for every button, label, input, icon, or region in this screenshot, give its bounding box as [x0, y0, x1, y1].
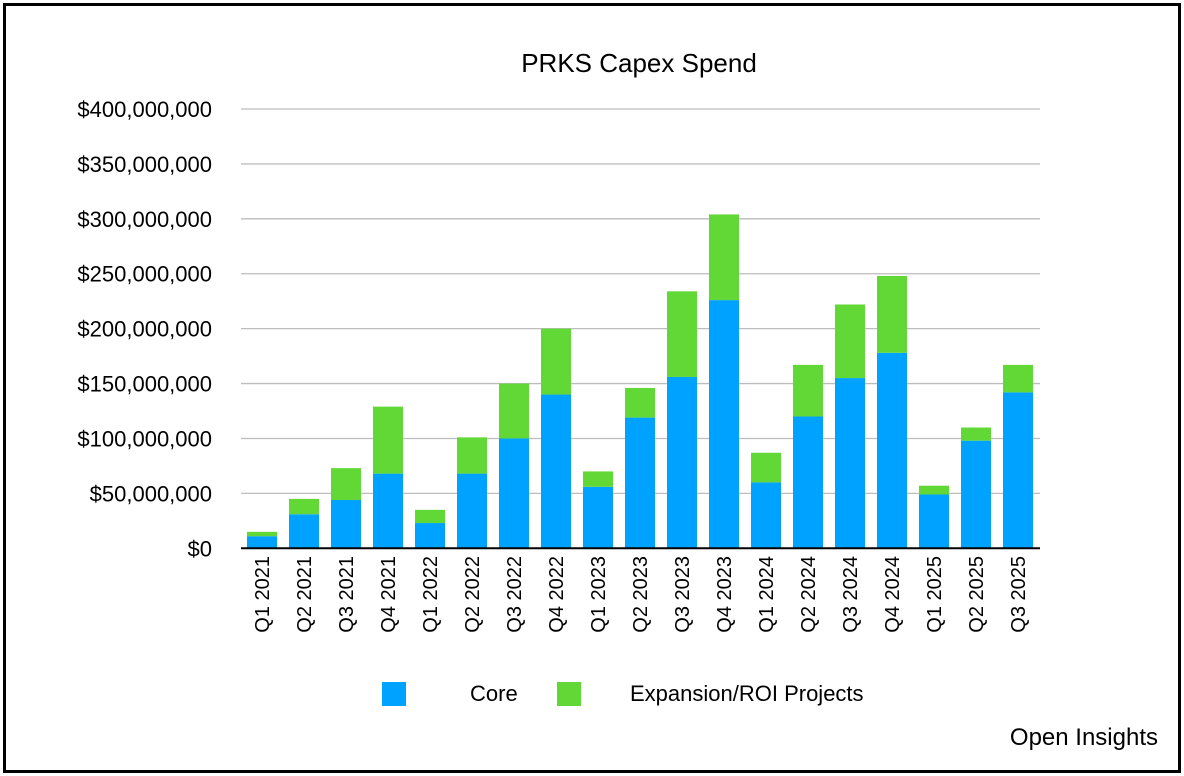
bar-expansion — [961, 427, 991, 441]
chart-frame — [3, 3, 1181, 773]
bar-core — [415, 523, 445, 549]
legend-swatch-core — [382, 682, 406, 706]
credit-text: Open Insights — [1009, 724, 1158, 751]
bar-expansion — [835, 304, 865, 379]
bar-core — [541, 394, 571, 549]
y-tick-label: $300,000,000 — [77, 207, 212, 232]
x-tick-label: Q3 2024 — [840, 556, 862, 633]
y-tick-label: $150,000,000 — [77, 372, 212, 397]
bar-core — [961, 440, 991, 549]
bar-core — [919, 494, 949, 549]
y-tick-label: $0 — [188, 536, 212, 561]
bar-expansion — [751, 452, 781, 483]
bar-expansion — [289, 498, 319, 515]
x-tick-label: Q3 2023 — [672, 556, 694, 633]
y-tick-label: $100,000,000 — [77, 426, 212, 451]
x-tick-label: Q1 2024 — [756, 556, 778, 633]
x-tick-label: Q1 2022 — [420, 556, 442, 633]
x-tick-label: Q2 2021 — [294, 556, 316, 633]
legend-label-core: Core — [470, 681, 518, 706]
x-tick-label: Q4 2024 — [882, 556, 904, 633]
bar-expansion — [625, 387, 655, 418]
y-tick-label: $50,000,000 — [90, 481, 212, 506]
bar-expansion — [583, 471, 613, 487]
x-tick-label: Q2 2024 — [798, 556, 820, 633]
chart-title: PRKS Capex Spend — [521, 48, 757, 78]
bar-core — [1003, 392, 1033, 549]
bar-expansion — [541, 328, 571, 395]
x-tick-label: Q3 2025 — [1008, 556, 1030, 633]
bar-core — [793, 416, 823, 549]
bar-core — [331, 499, 361, 549]
bar-expansion — [709, 214, 739, 301]
bar-core — [289, 514, 319, 549]
x-tick-label: Q3 2022 — [504, 556, 526, 633]
x-tick-label: Q2 2025 — [966, 556, 988, 633]
bar-expansion — [1003, 364, 1033, 393]
x-tick-label: Q4 2023 — [714, 556, 736, 633]
bar-expansion — [331, 468, 361, 500]
bar-core — [751, 482, 781, 549]
bar-core — [835, 378, 865, 549]
bar-core — [877, 352, 907, 549]
x-tick-label: Q4 2021 — [378, 556, 400, 633]
bar-core — [373, 473, 403, 549]
y-tick-label: $400,000,000 — [77, 97, 212, 122]
bar-core — [247, 536, 277, 549]
bar-core — [583, 486, 613, 549]
bar-expansion — [373, 406, 403, 474]
legend-swatch-expansion — [557, 682, 581, 706]
x-tick-label: Q2 2023 — [630, 556, 652, 633]
x-tick-label: Q2 2022 — [462, 556, 484, 633]
bar-core — [457, 473, 487, 549]
bar-expansion — [877, 275, 907, 353]
bar-core — [499, 438, 529, 549]
x-tick-label: Q1 2023 — [588, 556, 610, 633]
y-tick-label: $350,000,000 — [77, 152, 212, 177]
legend-label-expansion: Expansion/ROI Projects — [630, 681, 864, 706]
x-tick-label: Q4 2022 — [546, 556, 568, 633]
bar-expansion — [499, 383, 529, 439]
bar-expansion — [667, 291, 697, 377]
bar-core — [709, 300, 739, 549]
bar-core — [667, 376, 697, 549]
bar-expansion — [919, 485, 949, 495]
bar-expansion — [415, 509, 445, 524]
bar-expansion — [793, 364, 823, 417]
x-tick-label: Q1 2025 — [924, 556, 946, 633]
y-tick-label: $200,000,000 — [77, 317, 212, 342]
x-tick-label: Q1 2021 — [252, 556, 274, 633]
y-tick-label: $250,000,000 — [77, 262, 212, 287]
bar-expansion — [457, 437, 487, 474]
bar-expansion — [247, 531, 277, 537]
x-tick-label: Q3 2021 — [336, 556, 358, 633]
bar-core — [625, 417, 655, 549]
